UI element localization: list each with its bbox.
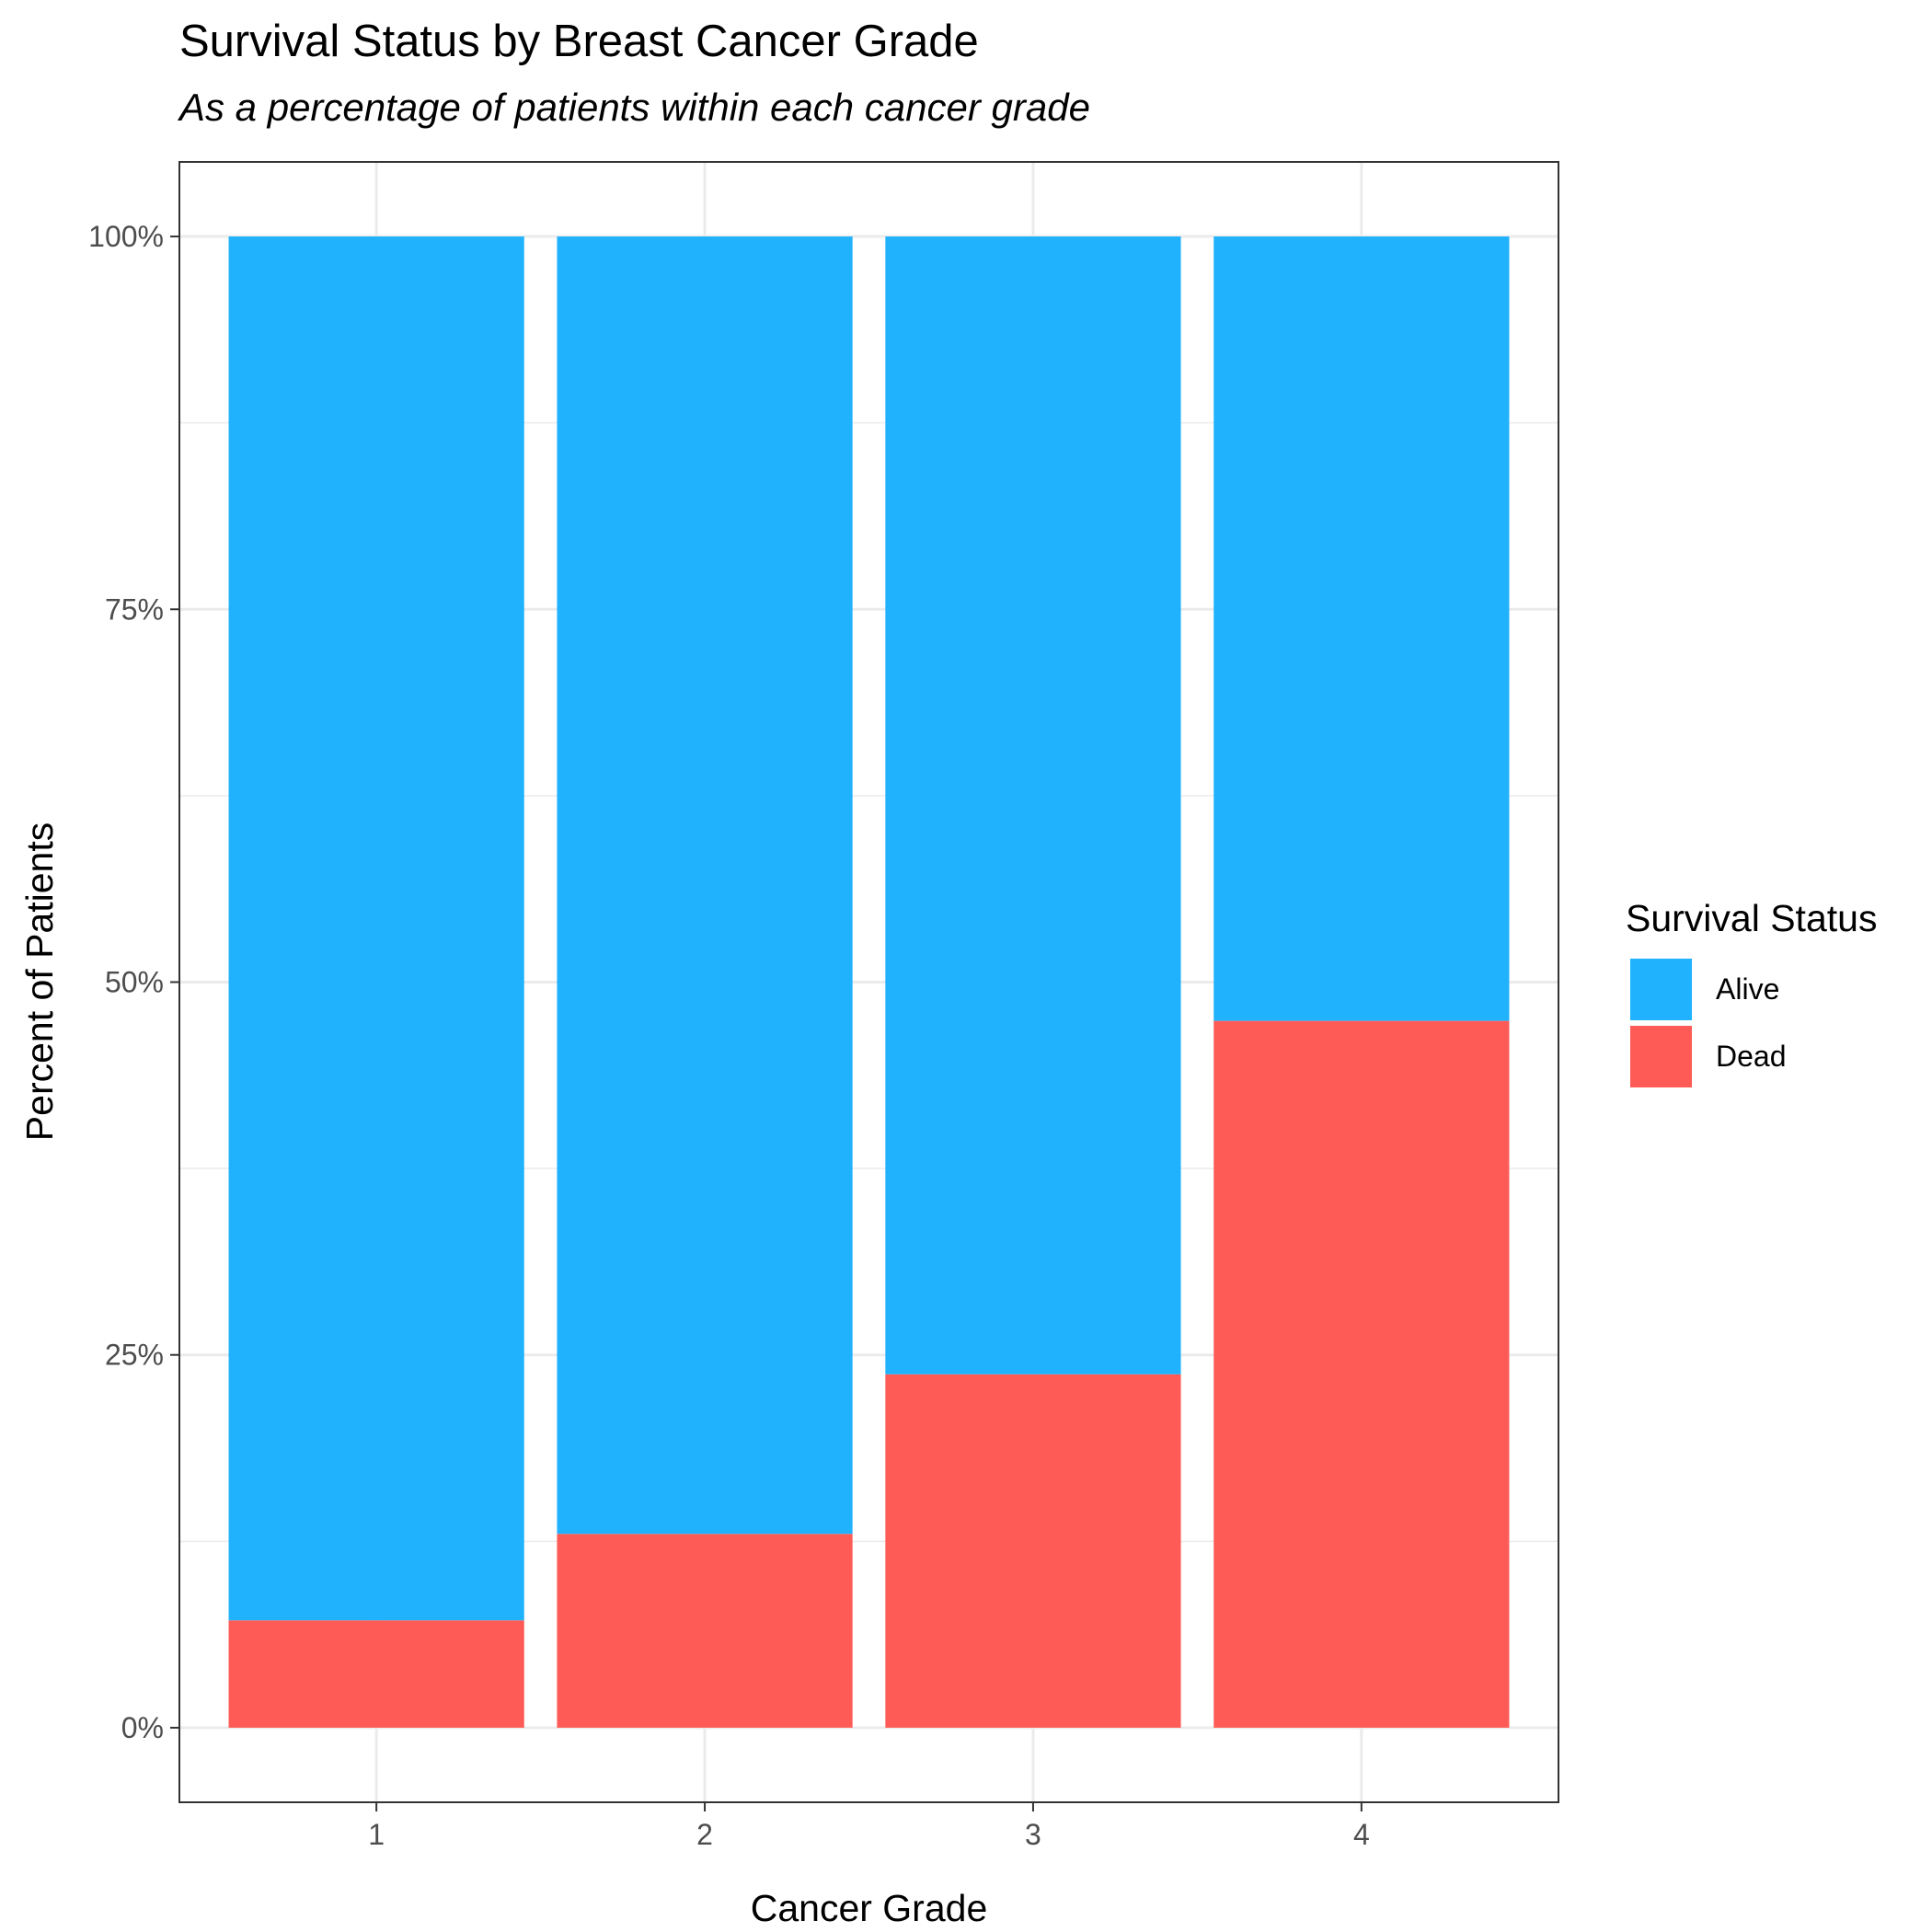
y-tick-label: 0%: [121, 1711, 164, 1744]
x-tick-label: 2: [696, 1818, 713, 1851]
x-tick-label: 4: [1353, 1818, 1370, 1851]
x-axis-title: Cancer Grade: [751, 1887, 988, 1929]
legend-label-dead: Dead: [1716, 1040, 1787, 1073]
bar-alive-grade-3: [885, 236, 1181, 1374]
bar-dead-grade-3: [885, 1374, 1181, 1728]
chart-title: Survival Status by Breast Cancer Grade: [179, 17, 979, 66]
axis-ticks: 0% 25% 50% 75% 100% 1 2 3 4: [88, 220, 1370, 1851]
bar-dead-grade-4: [1213, 1020, 1510, 1728]
bar-dead-grade-2: [557, 1534, 853, 1728]
y-tick-label: 25%: [105, 1339, 164, 1372]
y-axis-title: Percent of Patients: [18, 822, 61, 1141]
chart-subtitle: As a percentage of patients within each …: [177, 86, 1090, 129]
x-tick-label: 1: [368, 1818, 385, 1851]
y-tick-label: 50%: [105, 966, 164, 999]
bar-alive-grade-4: [1213, 236, 1510, 1021]
legend: Survival Status Alive Dead: [1626, 897, 1877, 1087]
x-tick-label: 3: [1025, 1818, 1041, 1851]
legend-key-alive: [1630, 959, 1692, 1020]
legend-title: Survival Status: [1626, 897, 1877, 939]
y-tick-label: 100%: [88, 220, 164, 253]
y-tick-label: 75%: [105, 592, 164, 626]
legend-key-dead: [1630, 1026, 1692, 1087]
bar-alive-grade-2: [557, 236, 853, 1535]
bars: [228, 236, 1510, 1728]
bar-alive-grade-1: [228, 236, 524, 1621]
legend-label-alive: Alive: [1716, 972, 1779, 1006]
bar-dead-grade-1: [228, 1620, 524, 1728]
